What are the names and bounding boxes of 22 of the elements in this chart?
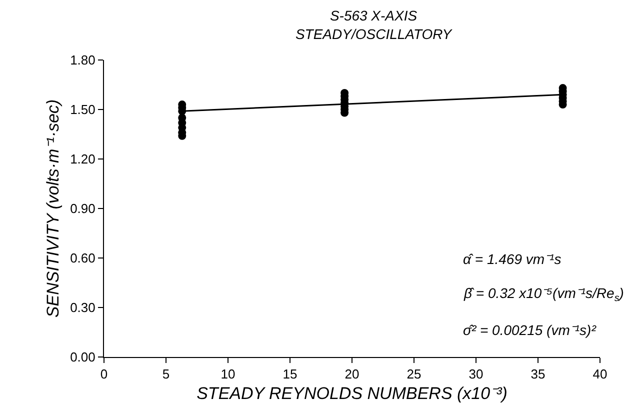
chart-title: S-563 X-AXIS STEADY/OSCILLATORY	[295, 8, 454, 42]
y-tick-label: 1.20	[70, 152, 96, 167]
y-tick-label: 0.60	[70, 250, 96, 266]
y-tick-label: 0.90	[70, 201, 96, 216]
y-tick-label: 1.50	[70, 102, 96, 118]
x-tick-label: 5	[162, 366, 170, 382]
x-axis-title: STEADY REYNOLDS NUMBERS (x10⁻³)	[196, 384, 508, 403]
x-tick-label: 35	[530, 366, 546, 382]
y-tick-label: 0.30	[70, 300, 96, 316]
x-tick-label: 15	[282, 366, 298, 382]
y-tick-label: 0.00	[70, 350, 96, 365]
annotation: σ̂² = 0.00215 (vm⁻¹s)²	[463, 322, 598, 338]
annotation: α̂ = 1.469 vm⁻¹s	[463, 251, 562, 267]
x-tick-label: 25	[406, 366, 422, 382]
x-tick-label: 10	[220, 366, 236, 382]
x-tick-label: 30	[468, 366, 484, 382]
x-tick-label: 40	[592, 366, 608, 382]
y-axis-title: SENSITIVITY (volts·m⁻¹·sec)	[44, 99, 63, 318]
y-tick-label: 1.80	[70, 52, 96, 68]
annotation: β̂ = 0.32 x10⁻⁵(vm⁻¹s/Re$_{s}$)	[463, 285, 624, 304]
x-tick-label: 0	[100, 366, 108, 382]
x-tick-label: 20	[344, 366, 360, 382]
